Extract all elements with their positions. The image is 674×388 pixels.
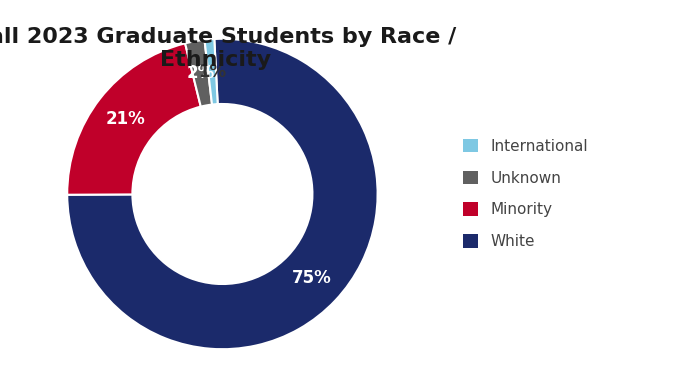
Wedge shape — [67, 39, 377, 349]
Text: 2%: 2% — [187, 64, 215, 82]
Text: Fall 2023 Graduate Students by Race /
Ethnicity: Fall 2023 Graduate Students by Race / Et… — [0, 27, 456, 70]
Text: 1%: 1% — [198, 63, 226, 81]
Wedge shape — [204, 39, 218, 105]
Text: 75%: 75% — [292, 269, 332, 287]
Wedge shape — [185, 40, 212, 107]
Legend: International, Unknown, Minority, White: International, Unknown, Minority, White — [455, 131, 596, 257]
Text: 21%: 21% — [106, 110, 146, 128]
Wedge shape — [67, 43, 201, 195]
